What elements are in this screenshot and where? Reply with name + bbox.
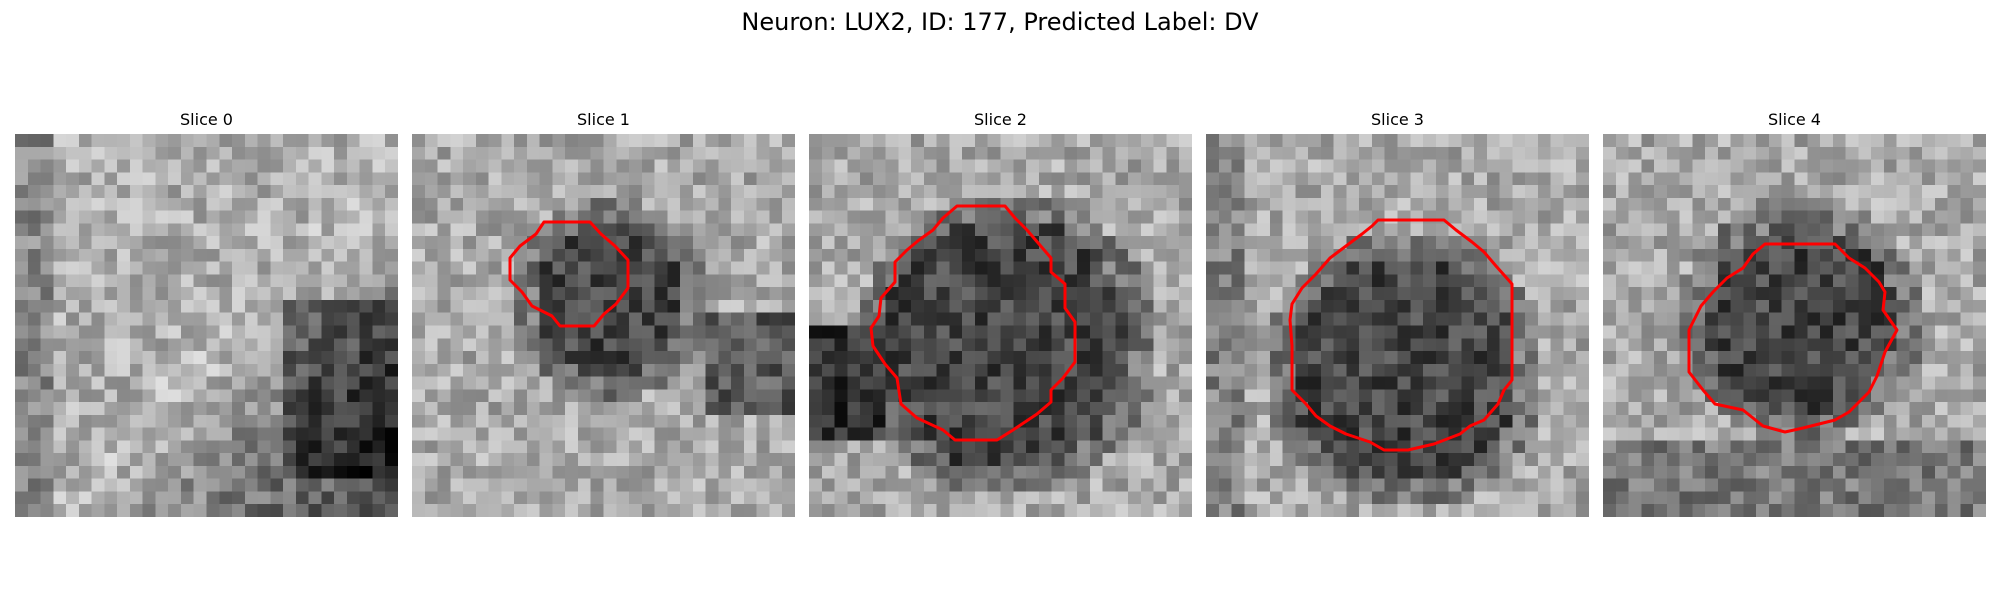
slice-title: Slice 1: [577, 110, 630, 129]
slice-title: Slice 0: [180, 110, 233, 129]
figure-title: Neuron: LUX2, ID: 177, Predicted Label: …: [741, 8, 1259, 36]
grayscale-image: [412, 134, 795, 517]
grayscale-image: [1603, 134, 1986, 517]
slice-image: [809, 134, 1192, 517]
roi-contour: [1288, 218, 1514, 452]
roi-contour: [1687, 242, 1899, 434]
slice-title: Slice 3: [1371, 110, 1424, 129]
slice-panel-2: Slice 2: [809, 108, 1192, 517]
roi-contour: [508, 220, 630, 328]
slice-title: Slice 4: [1768, 110, 1821, 129]
slice-panel-4: Slice 4: [1603, 108, 1986, 517]
slice-title: Slice 2: [974, 110, 1027, 129]
slice-panel-3: Slice 3: [1206, 108, 1589, 517]
slice-image: [1206, 134, 1589, 517]
grayscale-image: [15, 134, 398, 517]
slice-panel-0: Slice 0: [15, 108, 398, 517]
slice-image: [1603, 134, 1986, 517]
slice-image: [15, 134, 398, 517]
slice-panel-1: Slice 1: [412, 108, 795, 517]
grayscale-image: [1206, 134, 1589, 517]
slice-image: [412, 134, 795, 517]
roi-contour: [869, 204, 1077, 442]
